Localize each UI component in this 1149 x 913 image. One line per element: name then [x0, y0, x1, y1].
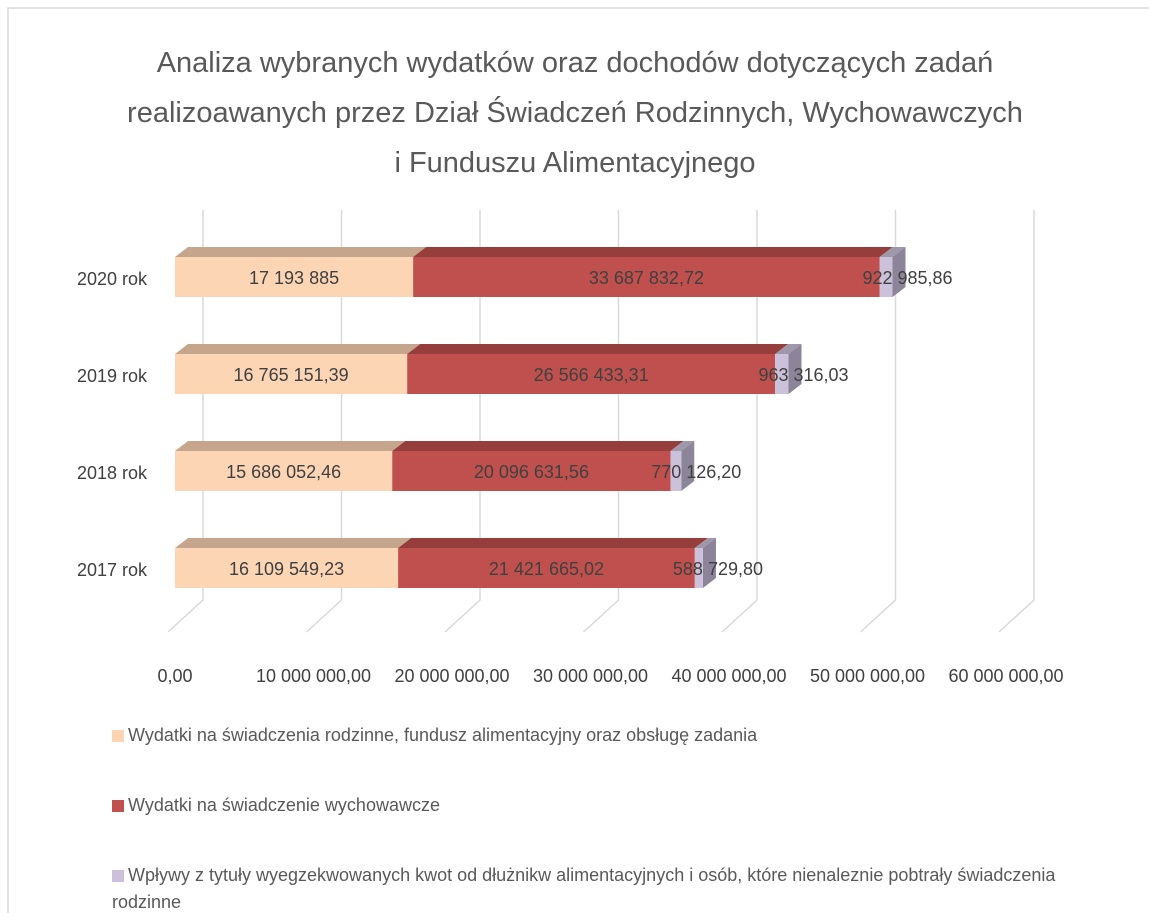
legend-item: Wydatki na świadczenie wychowawcze [112, 792, 1112, 819]
data-label: 15 686 052,46 [226, 462, 341, 482]
bar [694, 548, 703, 588]
chart-border [7, 7, 1149, 913]
bar-side [892, 247, 906, 297]
chart-title: Analiza wybranych wydatków oraz dochodów… [127, 47, 1023, 179]
bar-top [175, 441, 406, 451]
y-tick-label: 2018 rok [77, 463, 148, 483]
x-tick-label: 60 000 000,00 [948, 666, 1063, 686]
data-label: 16 765 151,39 [234, 365, 349, 385]
legend-label: Wydatki na świadczenie wychowawcze [128, 795, 440, 815]
bar-top [407, 344, 789, 354]
data-label: 16 109 549,23 [229, 559, 344, 579]
bar [392, 451, 671, 491]
bar-side [788, 344, 802, 394]
grid-line [305, 210, 343, 633]
bar-top [694, 538, 716, 548]
bar [398, 548, 695, 588]
grid-line [167, 210, 204, 633]
bar-side [681, 441, 695, 491]
grid-line [998, 210, 1035, 633]
data-label: 21 421 665,02 [489, 559, 604, 579]
bar-top [175, 538, 412, 548]
grid-line [444, 210, 481, 633]
legend-swatch [112, 800, 124, 812]
x-tick-label: 30 000 000,00 [533, 666, 648, 686]
y-tick-label: 2019 rok [77, 366, 148, 386]
data-label: 26 566 433,31 [534, 365, 649, 385]
x-tick-label: 20 000 000,00 [394, 666, 509, 686]
grid-line [859, 210, 897, 633]
bar-top [175, 344, 421, 354]
grid-line [582, 210, 620, 633]
bar-top [775, 344, 802, 354]
data-label: 770 126,20 [651, 462, 741, 482]
data-label: 17 193 885 [249, 268, 339, 288]
bar [879, 257, 893, 297]
y-tick-label: 2020 rok [77, 269, 148, 289]
legend-label: Wpływy z tytuły wyegzekwowanych kwot od … [112, 865, 1056, 912]
bar [413, 257, 880, 297]
bar-top [879, 247, 906, 257]
x-tick-label: 40 000 000,00 [671, 666, 786, 686]
legend-swatch [112, 870, 124, 882]
bar-side [702, 538, 716, 588]
legend-item: Wpływy z tytuły wyegzekwowanych kwot od … [112, 862, 1112, 913]
data-label: 588 729,80 [673, 559, 763, 579]
bar-top [392, 441, 684, 451]
y-tick-label: 2017 rok [77, 560, 148, 580]
grid-line [721, 210, 758, 633]
legend-label: Wydatki na świadczenia rodzinne, fundusz… [128, 725, 758, 745]
legend-item: Wydatki na świadczenia rodzinne, fundusz… [112, 722, 1112, 749]
data-label: 20 096 631,56 [474, 462, 589, 482]
bar-top [175, 247, 427, 257]
data-label: 33 687 832,72 [589, 268, 704, 288]
bar-top [670, 441, 695, 451]
x-tick-label: 0,00 [157, 666, 192, 686]
bar-top [413, 247, 893, 257]
bar [670, 451, 682, 491]
legend-swatch [112, 730, 124, 742]
bar [175, 548, 399, 588]
bar [775, 354, 789, 394]
x-tick-label: 50 000 000,00 [810, 666, 925, 686]
bar [407, 354, 776, 394]
bar [175, 354, 408, 394]
bar [175, 257, 414, 297]
data-label: 922 985,86 [862, 268, 952, 288]
data-label: 963 316,03 [758, 365, 848, 385]
bar-top [398, 538, 708, 548]
bar [175, 451, 393, 491]
x-tick-label: 10 000 000,00 [256, 666, 371, 686]
